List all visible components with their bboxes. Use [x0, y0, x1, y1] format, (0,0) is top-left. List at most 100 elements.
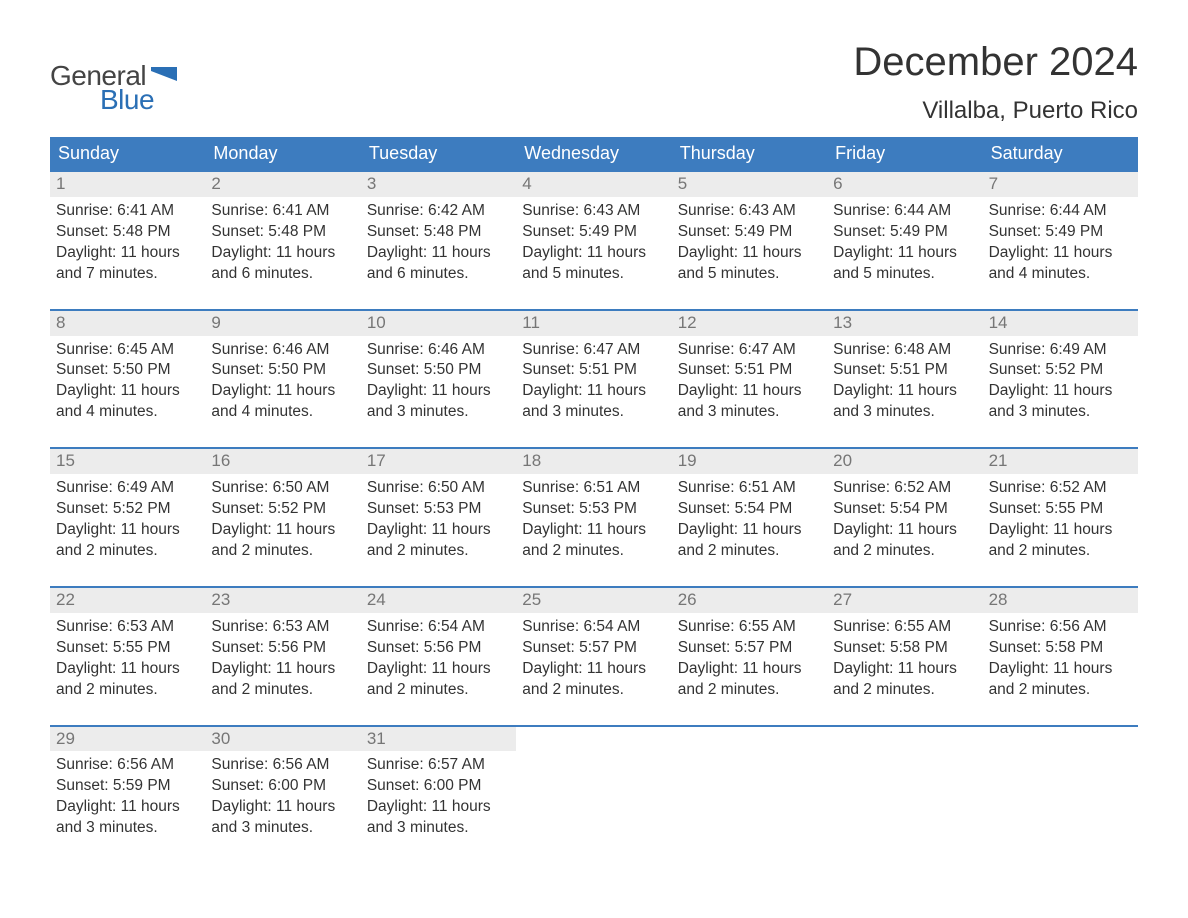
day-number: 22 — [50, 588, 205, 613]
day-sunset: Sunset: 5:49 PM — [522, 222, 665, 243]
day-number: 13 — [827, 311, 982, 336]
day-day1: Daylight: 11 hours — [989, 243, 1132, 264]
day-sunrise: Sunrise: 6:41 AM — [56, 201, 199, 222]
day-body: Sunrise: 6:50 AMSunset: 5:52 PMDaylight:… — [205, 474, 360, 570]
weekday-header: Monday — [205, 137, 360, 170]
day-number: 27 — [827, 588, 982, 613]
day-body: Sunrise: 6:56 AMSunset: 5:59 PMDaylight:… — [50, 751, 205, 847]
day-sunrise: Sunrise: 6:46 AM — [367, 340, 510, 361]
day-day2: and 5 minutes. — [678, 264, 821, 285]
day-sunset: Sunset: 5:51 PM — [678, 360, 821, 381]
day-day1: Daylight: 11 hours — [367, 243, 510, 264]
day-sunset: Sunset: 5:50 PM — [56, 360, 199, 381]
day-sunset: Sunset: 5:57 PM — [678, 638, 821, 659]
day-day1: Daylight: 11 hours — [56, 381, 199, 402]
day-cell: 18Sunrise: 6:51 AMSunset: 5:53 PMDayligh… — [516, 449, 671, 570]
day-sunset: Sunset: 5:48 PM — [56, 222, 199, 243]
day-cell: 8Sunrise: 6:45 AMSunset: 5:50 PMDaylight… — [50, 311, 205, 432]
day-number: 12 — [672, 311, 827, 336]
day-cell: 6Sunrise: 6:44 AMSunset: 5:49 PMDaylight… — [827, 172, 982, 293]
day-day1: Daylight: 11 hours — [833, 243, 976, 264]
day-cell: . — [983, 727, 1138, 848]
day-sunset: Sunset: 5:49 PM — [989, 222, 1132, 243]
day-sunrise: Sunrise: 6:54 AM — [367, 617, 510, 638]
day-sunset: Sunset: 5:52 PM — [56, 499, 199, 520]
day-body: Sunrise: 6:57 AMSunset: 6:00 PMDaylight:… — [361, 751, 516, 847]
day-number: 28 — [983, 588, 1138, 613]
day-sunset: Sunset: 6:00 PM — [367, 776, 510, 797]
day-body: Sunrise: 6:47 AMSunset: 5:51 PMDaylight:… — [516, 336, 671, 432]
day-number: 7 — [983, 172, 1138, 197]
logo-flag-icon — [151, 67, 177, 85]
day-body: Sunrise: 6:46 AMSunset: 5:50 PMDaylight:… — [205, 336, 360, 432]
day-sunset: Sunset: 5:52 PM — [211, 499, 354, 520]
day-day2: and 5 minutes. — [833, 264, 976, 285]
day-number: 17 — [361, 449, 516, 474]
day-cell: 13Sunrise: 6:48 AMSunset: 5:51 PMDayligh… — [827, 311, 982, 432]
day-cell: 19Sunrise: 6:51 AMSunset: 5:54 PMDayligh… — [672, 449, 827, 570]
day-day2: and 2 minutes. — [522, 541, 665, 562]
day-sunrise: Sunrise: 6:50 AM — [211, 478, 354, 499]
day-body: Sunrise: 6:45 AMSunset: 5:50 PMDaylight:… — [50, 336, 205, 432]
day-sunrise: Sunrise: 6:45 AM — [56, 340, 199, 361]
day-body: Sunrise: 6:56 AMSunset: 6:00 PMDaylight:… — [205, 751, 360, 847]
day-cell: 30Sunrise: 6:56 AMSunset: 6:00 PMDayligh… — [205, 727, 360, 848]
day-sunrise: Sunrise: 6:56 AM — [989, 617, 1132, 638]
day-sunrise: Sunrise: 6:44 AM — [989, 201, 1132, 222]
day-sunset: Sunset: 5:57 PM — [522, 638, 665, 659]
day-day2: and 2 minutes. — [989, 541, 1132, 562]
day-cell: 29Sunrise: 6:56 AMSunset: 5:59 PMDayligh… — [50, 727, 205, 848]
day-number: 14 — [983, 311, 1138, 336]
weekday-header: Wednesday — [516, 137, 671, 170]
day-day1: Daylight: 11 hours — [56, 797, 199, 818]
day-sunrise: Sunrise: 6:42 AM — [367, 201, 510, 222]
day-sunrise: Sunrise: 6:53 AM — [56, 617, 199, 638]
day-day1: Daylight: 11 hours — [56, 659, 199, 680]
day-number: 29 — [50, 727, 205, 752]
day-sunrise: Sunrise: 6:41 AM — [211, 201, 354, 222]
day-body: Sunrise: 6:41 AMSunset: 5:48 PMDaylight:… — [205, 197, 360, 293]
day-day1: Daylight: 11 hours — [522, 520, 665, 541]
day-sunset: Sunset: 5:58 PM — [989, 638, 1132, 659]
day-day2: and 2 minutes. — [56, 541, 199, 562]
day-cell: . — [827, 727, 982, 848]
day-cell: 16Sunrise: 6:50 AMSunset: 5:52 PMDayligh… — [205, 449, 360, 570]
day-day2: and 3 minutes. — [989, 402, 1132, 423]
day-sunrise: Sunrise: 6:56 AM — [56, 755, 199, 776]
day-day2: and 3 minutes. — [678, 402, 821, 423]
day-number: 23 — [205, 588, 360, 613]
day-day1: Daylight: 11 hours — [211, 243, 354, 264]
day-sunset: Sunset: 5:54 PM — [833, 499, 976, 520]
day-day1: Daylight: 11 hours — [211, 520, 354, 541]
day-day2: and 2 minutes. — [211, 541, 354, 562]
day-cell: 28Sunrise: 6:56 AMSunset: 5:58 PMDayligh… — [983, 588, 1138, 709]
day-sunset: Sunset: 5:49 PM — [678, 222, 821, 243]
day-day2: and 2 minutes. — [522, 680, 665, 701]
weekday-header-row: SundayMondayTuesdayWednesdayThursdayFrid… — [50, 137, 1138, 170]
day-sunset: Sunset: 5:59 PM — [56, 776, 199, 797]
day-day2: and 3 minutes. — [522, 402, 665, 423]
day-day1: Daylight: 11 hours — [211, 659, 354, 680]
day-cell: 14Sunrise: 6:49 AMSunset: 5:52 PMDayligh… — [983, 311, 1138, 432]
day-number: 15 — [50, 449, 205, 474]
day-body: Sunrise: 6:53 AMSunset: 5:55 PMDaylight:… — [50, 613, 205, 709]
day-day2: and 5 minutes. — [522, 264, 665, 285]
day-day1: Daylight: 11 hours — [367, 659, 510, 680]
day-sunset: Sunset: 5:52 PM — [989, 360, 1132, 381]
day-day1: Daylight: 11 hours — [678, 659, 821, 680]
day-day1: Daylight: 11 hours — [833, 381, 976, 402]
day-day1: Daylight: 11 hours — [211, 797, 354, 818]
day-cell: 10Sunrise: 6:46 AMSunset: 5:50 PMDayligh… — [361, 311, 516, 432]
weekday-header: Tuesday — [361, 137, 516, 170]
day-sunset: Sunset: 5:50 PM — [211, 360, 354, 381]
day-day2: and 2 minutes. — [678, 541, 821, 562]
day-sunset: Sunset: 5:56 PM — [211, 638, 354, 659]
day-sunrise: Sunrise: 6:44 AM — [833, 201, 976, 222]
day-sunrise: Sunrise: 6:57 AM — [367, 755, 510, 776]
day-cell: 1Sunrise: 6:41 AMSunset: 5:48 PMDaylight… — [50, 172, 205, 293]
day-cell: 21Sunrise: 6:52 AMSunset: 5:55 PMDayligh… — [983, 449, 1138, 570]
day-day2: and 2 minutes. — [367, 541, 510, 562]
day-number: 16 — [205, 449, 360, 474]
location: Villalba, Puerto Rico — [853, 97, 1138, 125]
day-sunrise: Sunrise: 6:46 AM — [211, 340, 354, 361]
